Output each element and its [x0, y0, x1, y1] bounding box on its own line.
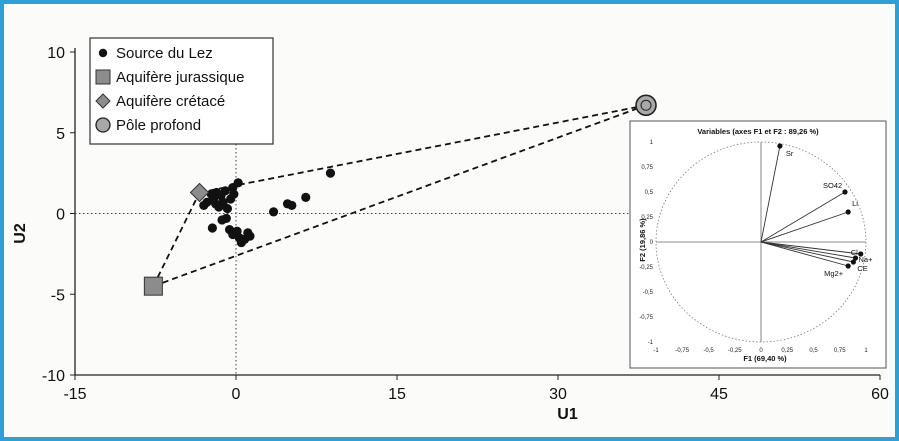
source-du-lez-point	[325, 168, 336, 178]
inset-y-tick-label: -0,75	[639, 315, 653, 321]
loading-label: Mg2+	[824, 269, 844, 278]
legend: Source du Lez Aquifère jurassique Aquifère…	[89, 37, 274, 145]
source-du-lez-point	[221, 213, 231, 223]
aquifere-jurassique-point	[143, 276, 163, 296]
inset-y-tick-label: 0	[650, 240, 654, 246]
source-du-lez-point	[220, 186, 230, 196]
inset-x-tick-label: 0	[759, 348, 763, 354]
inset-y-tick-label: 0,25	[641, 215, 653, 221]
loading-point	[777, 143, 783, 149]
source-du-lez-point	[233, 178, 243, 188]
source-du-lez-point	[229, 189, 239, 199]
loading-vector	[760, 241, 854, 263]
pca-inset: Variables (axes F1 et F2 : 89,26 %) F1 (…	[629, 120, 887, 369]
mixing-line	[152, 192, 201, 287]
x-axis-title: U1	[557, 406, 578, 423]
loading-label: SO42	[823, 181, 842, 190]
inset-x-tick-label: 0,25	[781, 348, 793, 354]
loading-vector	[760, 211, 849, 243]
loading-point	[845, 209, 851, 215]
x-tick-label: -15	[63, 386, 86, 403]
loading-label: Cl	[851, 248, 858, 257]
inset-y-tick-label: -0,25	[639, 265, 653, 271]
inset-tick-labels: -1 -0,75 -0,5 -0,25 0 0,25 0,5 0,75 1 1 0,75 0,5 0,2…	[639, 140, 868, 354]
inset-x-axis-title: F1 (69,40 %)	[743, 354, 787, 363]
loading-vector	[760, 241, 849, 267]
y-axis-title: U2	[12, 223, 29, 244]
loading-point	[858, 251, 864, 257]
inset-y-tick-label: 0,5	[645, 190, 654, 196]
inset-box	[629, 120, 887, 369]
source-du-lez-point	[287, 200, 297, 211]
loading-label: CE	[857, 264, 867, 273]
mixing-line	[153, 104, 647, 288]
loading-point	[845, 263, 851, 269]
loading-vector	[760, 241, 856, 259]
legend-marker-ring	[95, 117, 111, 133]
x-tick-label: 0	[232, 386, 241, 403]
inset-y-tick-label: 0,75	[641, 165, 653, 171]
legend-box	[89, 37, 274, 145]
source-du-lez-point	[207, 223, 217, 233]
y-tick-label: -5	[51, 287, 65, 304]
source-du-lez-point	[268, 207, 279, 217]
loading-label: Sr	[786, 149, 794, 158]
inset-y-tick-label: -0,5	[643, 290, 654, 296]
data-points	[143, 94, 657, 296]
pole-profond-point	[635, 94, 657, 117]
y-tick-label: 5	[56, 126, 65, 143]
aquifere-cretace-point	[189, 182, 210, 203]
inset-x-tick-label: -1	[653, 348, 659, 354]
source-du-lez-point	[245, 231, 255, 241]
legend-label: Aquifère crétacé	[116, 93, 225, 110]
legend-marker-circle	[98, 48, 108, 58]
inset-x-tick-label: -0,5	[703, 348, 714, 354]
legend-label: Source du Lez	[116, 45, 213, 62]
loading-point	[842, 189, 848, 195]
x-tick-label: 15	[388, 386, 406, 403]
y-tick-label: -10	[42, 368, 65, 385]
y-tick-label: 10	[47, 45, 65, 62]
mixing-line	[199, 104, 647, 194]
inset-x-tick-label: 1	[864, 348, 868, 354]
source-du-lez-point	[222, 204, 233, 214]
inset-y-tick-label: 1	[650, 140, 654, 146]
loading-point	[850, 259, 857, 265]
mixing-lines	[152, 104, 647, 288]
loading-label: Na+	[859, 255, 874, 264]
inset-x-tick-label: 0,75	[834, 348, 846, 354]
loading-point	[852, 255, 859, 261]
legend-marker-diamond	[95, 93, 111, 109]
inset-y-tick-label: -1	[648, 340, 654, 346]
inset-x-tick-label: 0,5	[809, 348, 818, 354]
x-tick-label: 45	[710, 386, 728, 403]
loading-vector	[760, 145, 781, 243]
main-axes	[74, 48, 880, 376]
inset-x-tick-label: -0,25	[728, 348, 742, 354]
inset-title: Variables (axes F1 et F2 : 89,26 %)	[697, 127, 819, 136]
y-tick-label: 0	[56, 207, 65, 224]
inset-x-tick-label: -0,75	[675, 348, 689, 354]
x-tick-label: 30	[549, 386, 567, 403]
loading-label: Li	[852, 199, 858, 208]
pole-profond-inner-ring	[640, 99, 652, 111]
x-tick-label: 60	[871, 386, 889, 403]
legend-label: Aquifère jurassique	[116, 69, 244, 86]
inset-y-axis-title: F2 (19,86 %)	[638, 218, 647, 262]
legend-marker-square	[95, 69, 111, 85]
loading-vector	[760, 241, 861, 255]
source-du-lez-point	[301, 192, 311, 202]
loading-vector	[760, 191, 846, 243]
legend-label: Pôle profond	[116, 117, 201, 134]
source-du-lez-point	[218, 197, 228, 207]
